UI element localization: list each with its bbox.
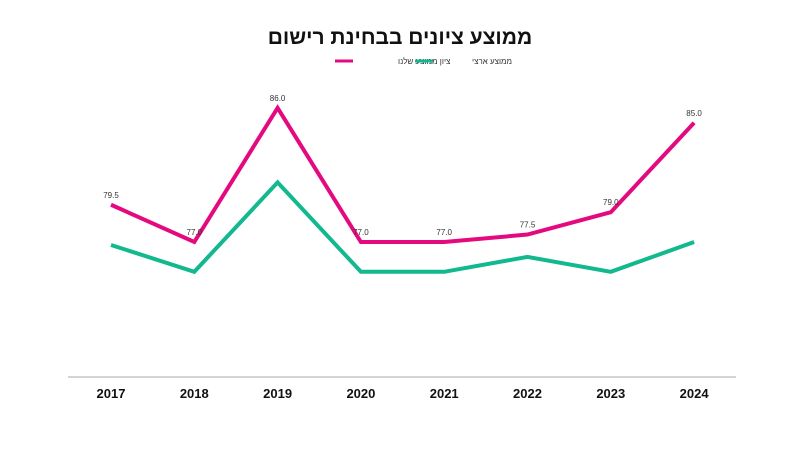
data-label: 86.0 — [270, 94, 286, 103]
x-tick-label: 2021 — [430, 386, 459, 401]
data-label: 77.0 — [187, 228, 203, 237]
series-line-1 — [110, 179, 695, 275]
x-tick-label: 2024 — [680, 386, 710, 401]
x-tick-label: 2017 — [97, 386, 126, 401]
data-label: 79.0 — [603, 198, 619, 207]
data-label: 77.0 — [353, 228, 369, 237]
data-label: 77.5 — [520, 221, 536, 230]
x-tick-label: 2020 — [346, 386, 375, 401]
x-tick-label: 2019 — [263, 386, 292, 401]
data-label: 77.0 — [436, 228, 452, 237]
data-label: 79.5 — [103, 191, 119, 200]
data-label: 85.0 — [686, 109, 702, 118]
chart-title: ממוצע ציונים בבחינת רישום — [268, 26, 533, 49]
x-tick-label: 2018 — [180, 386, 209, 401]
series-line-0 — [110, 104, 696, 245]
legend: ציון ממוצע שלנו ממוצע ארצי — [335, 57, 512, 66]
legend-label-national: ממוצע ארצי — [472, 57, 512, 66]
x-tick-label: 2023 — [596, 386, 625, 401]
x-tick-label: 2022 — [513, 386, 542, 401]
